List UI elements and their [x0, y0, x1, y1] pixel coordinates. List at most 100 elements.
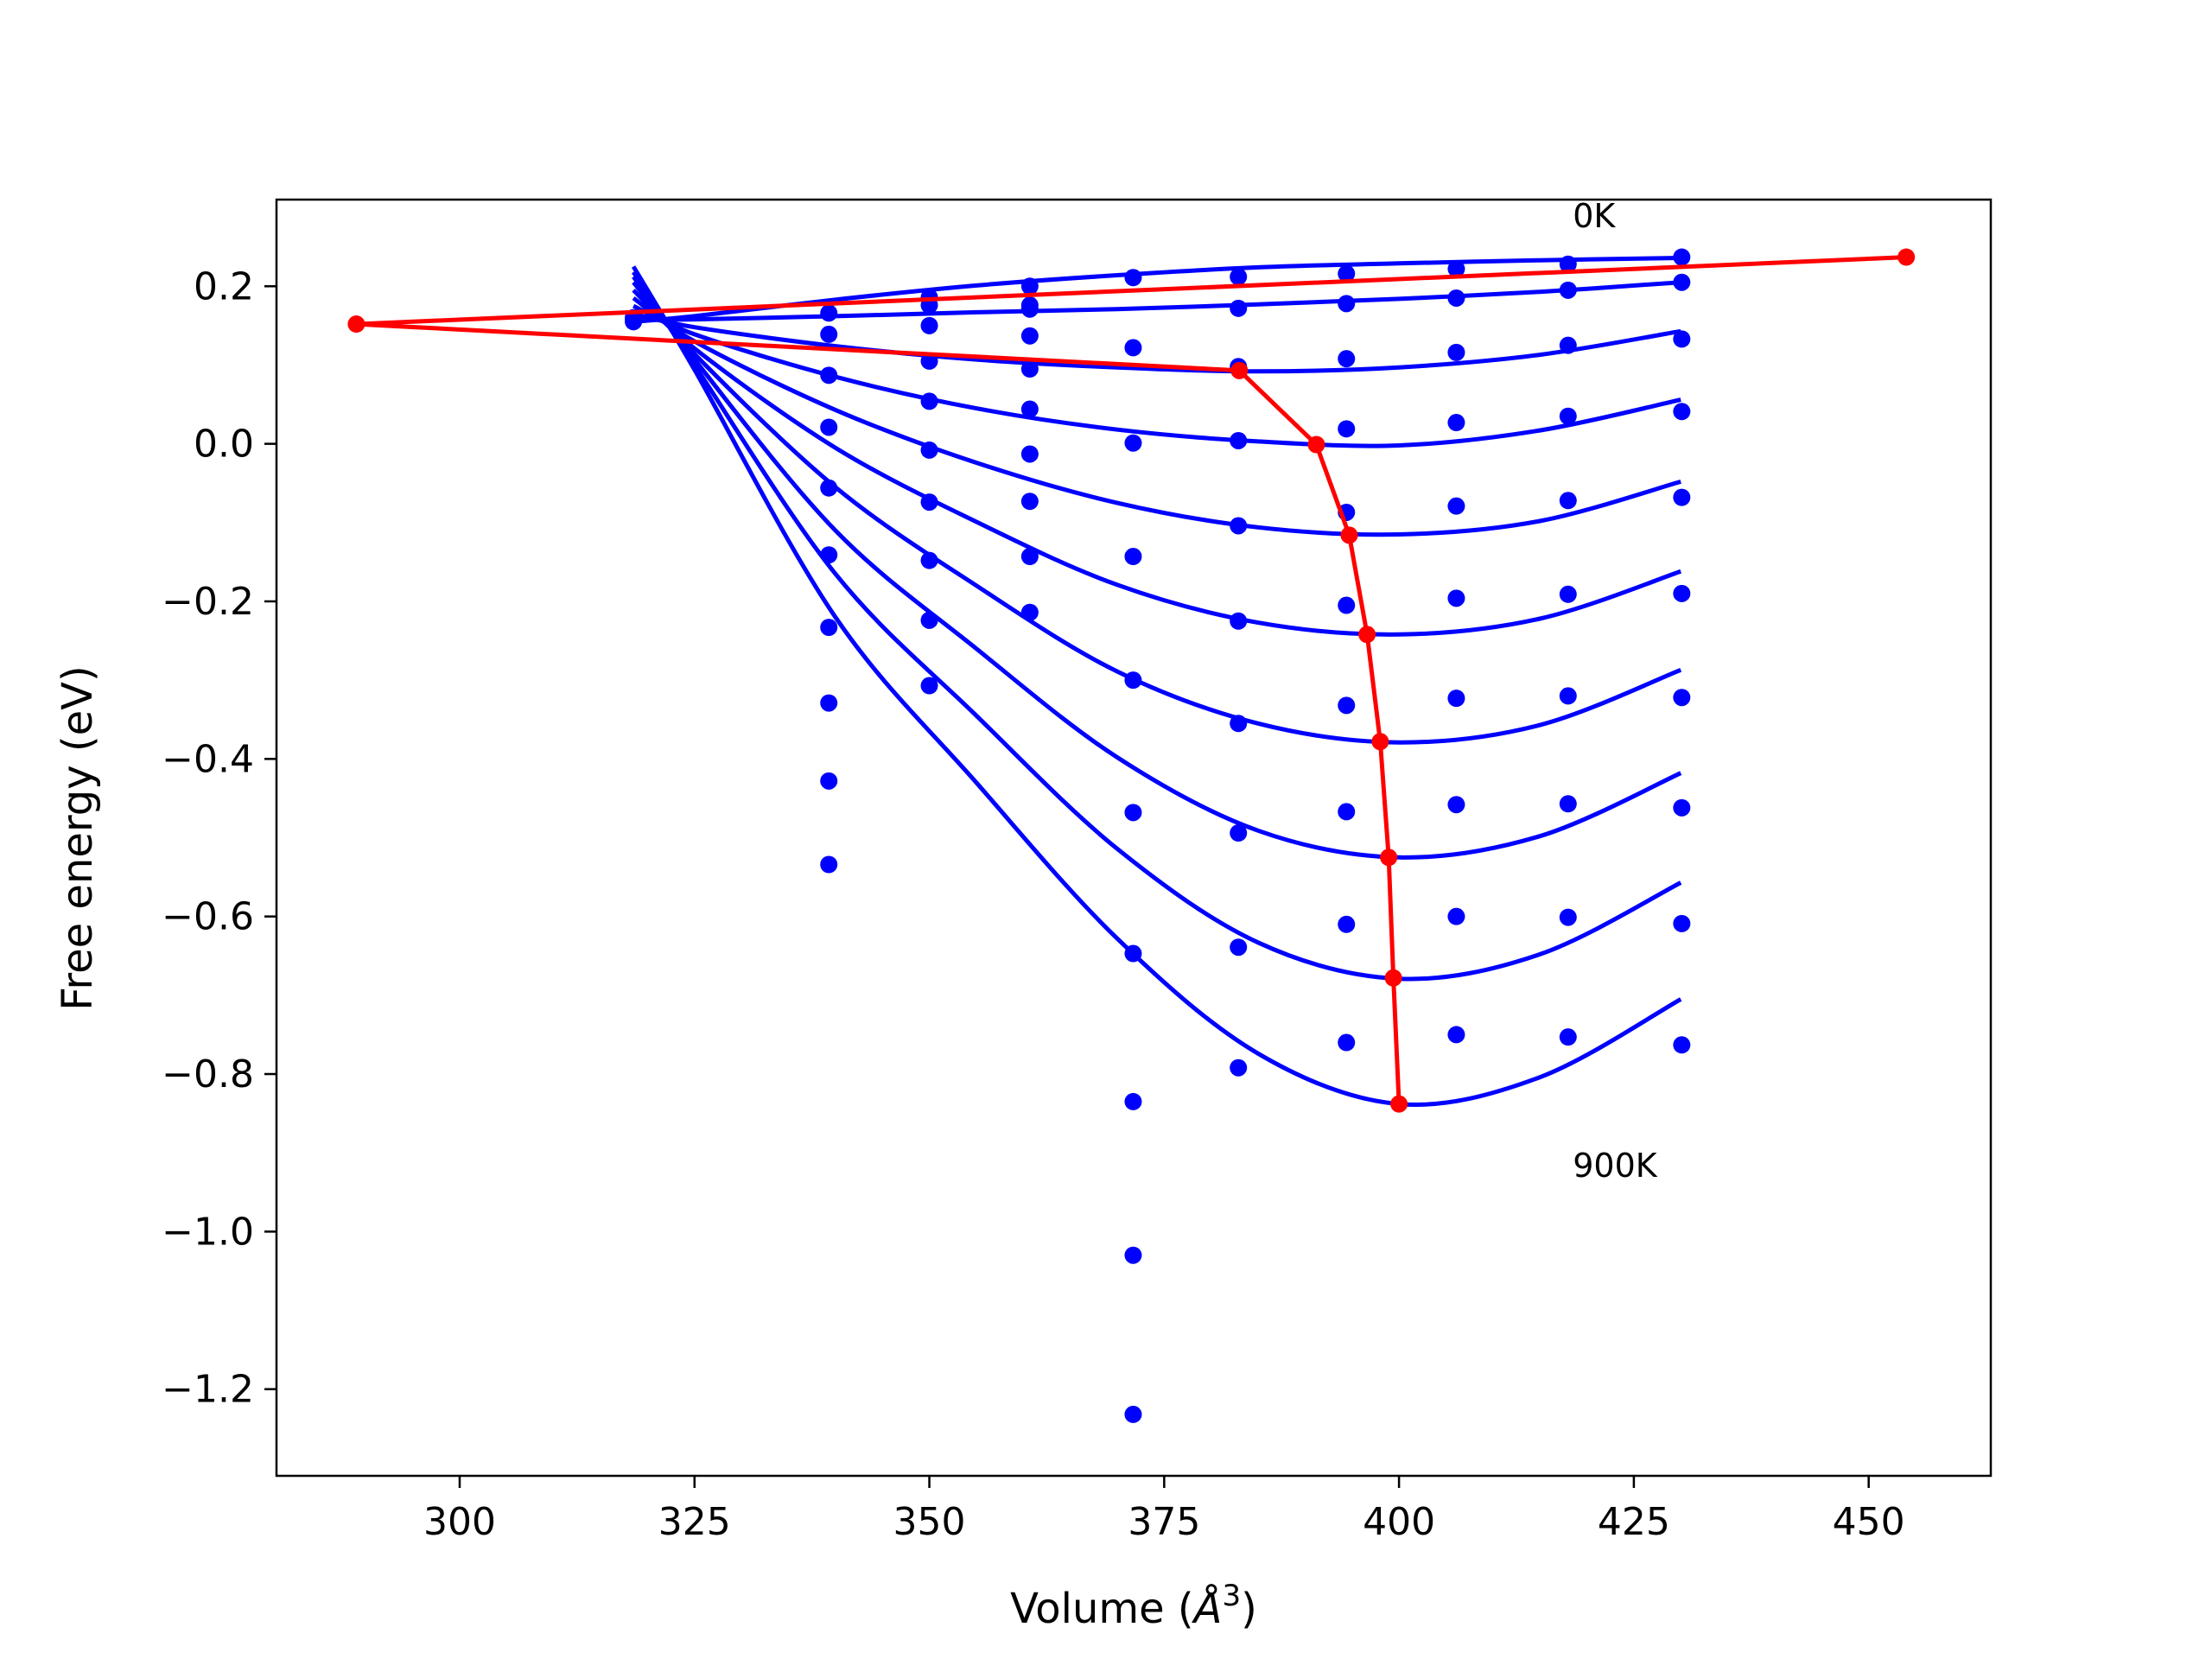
data-point: [1338, 264, 1356, 283]
fit-curve-5: [632, 288, 1682, 637]
data-point: [1230, 715, 1248, 733]
data-point: [820, 325, 838, 343]
y-tick-label: −0.6: [162, 895, 254, 939]
data-point: [1230, 431, 1248, 449]
data-point: [1447, 414, 1465, 432]
data-point: [1124, 671, 1142, 690]
data-point: [1124, 1092, 1142, 1110]
minima-point: [1380, 849, 1398, 867]
data-point: [1559, 585, 1577, 603]
minima-point: [347, 315, 365, 334]
data-point: [1673, 330, 1691, 348]
data-point: [1338, 420, 1356, 438]
data-point: [1447, 907, 1465, 925]
data-point: [820, 418, 838, 436]
data-point: [1020, 445, 1039, 463]
y-tick-label: 0.0: [194, 423, 254, 467]
data-point: [1447, 343, 1465, 361]
data-point: [1559, 336, 1577, 354]
y-tick-label: −1.0: [162, 1210, 254, 1254]
data-point: [1447, 497, 1465, 515]
fit-curve-6: [632, 281, 1682, 745]
data-point: [1559, 1028, 1577, 1046]
y-tick-label: −0.8: [162, 1052, 254, 1096]
data-point: [1673, 1036, 1691, 1054]
data-point: [1673, 689, 1691, 707]
fit-curve-7: [632, 275, 1682, 860]
data-point: [1447, 796, 1465, 814]
x-axis: 300 325 350 375 400 425 450: [423, 1476, 1905, 1544]
data-point: [1673, 488, 1691, 506]
data-point: [1020, 360, 1039, 378]
data-point: [1020, 548, 1039, 566]
data-point: [1230, 824, 1248, 842]
data-point: [1559, 795, 1577, 813]
plot-area: [347, 248, 1916, 1423]
data-point: [1124, 339, 1142, 357]
data-point: [820, 694, 838, 712]
data-point: [920, 493, 938, 512]
data-point: [920, 392, 938, 410]
y-tick-label: −0.2: [162, 580, 254, 624]
fit-curve-4: [632, 296, 1681, 537]
fit-curve-2: [632, 311, 1681, 374]
data-point: [1447, 589, 1465, 607]
minima-point: [1371, 733, 1389, 751]
data-point: [820, 479, 838, 497]
y-tick-label: −0.4: [162, 737, 254, 781]
data-point: [1447, 289, 1465, 307]
data-point: [820, 855, 838, 874]
data-point: [820, 619, 838, 637]
data-point: [920, 611, 938, 629]
minima-point: [1307, 435, 1325, 454]
x-tick-label: 425: [1598, 1500, 1670, 1544]
data-point: [820, 366, 838, 385]
data-point: [1020, 400, 1039, 418]
data-point: [1559, 492, 1577, 510]
data-point: [1230, 938, 1248, 957]
data-point: [1673, 914, 1691, 932]
data-point: [1673, 584, 1691, 602]
data-point: [1673, 248, 1691, 266]
data-point: [920, 551, 938, 569]
data-point: [920, 677, 938, 695]
y-tick-label: 0.2: [194, 264, 254, 308]
data-point: [1230, 612, 1248, 630]
data-point: [1124, 804, 1142, 822]
data-point: [1020, 493, 1039, 511]
data-point: [1124, 1405, 1142, 1423]
data-point: [820, 546, 838, 564]
temperature-annotation: 900K: [1573, 1147, 1658, 1185]
data-point: [1559, 281, 1577, 299]
minima-point: [1340, 526, 1358, 544]
x-tick-label: 300: [423, 1500, 496, 1544]
x-tick-label: 400: [1363, 1500, 1435, 1544]
data-point: [820, 304, 838, 322]
data-point: [1338, 596, 1356, 614]
data-point: [1124, 269, 1142, 287]
data-point: [1124, 548, 1142, 566]
data-point: [1673, 273, 1691, 291]
data-point: [1230, 517, 1248, 535]
data-point: [1020, 327, 1039, 345]
data-point: [1338, 295, 1356, 313]
data-point: [920, 316, 938, 334]
data-point: [1673, 798, 1691, 817]
y-axis-label: Free energy (eV): [54, 665, 102, 1010]
axes-frame: [275, 198, 1993, 1478]
x-tick-label: 350: [893, 1500, 966, 1544]
data-point: [1338, 915, 1356, 933]
fit-curve-1: [633, 280, 1681, 322]
x-axis-label: Volume (Å3): [1010, 1579, 1257, 1633]
data-point: [1230, 1058, 1248, 1077]
y-tick-label: −1.2: [162, 1368, 254, 1412]
data-point: [1447, 690, 1465, 708]
data-point: [1673, 403, 1691, 421]
x-tick-label: 450: [1833, 1500, 1905, 1544]
data-point: [1338, 803, 1356, 821]
data-point: [1559, 908, 1577, 926]
data-point: [920, 352, 938, 370]
minima-point: [1897, 248, 1916, 266]
